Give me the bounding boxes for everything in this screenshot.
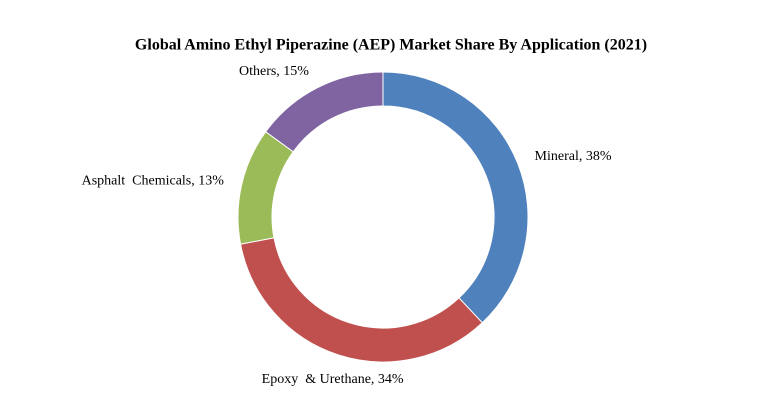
data-label: Mineral, 38% <box>535 149 612 164</box>
donut-slice <box>382 71 529 324</box>
chart-title: Global Amino Ethyl Piperazine (AEP) Mark… <box>135 37 647 54</box>
donut-slice <box>264 71 384 153</box>
donut-slice <box>239 237 483 363</box>
data-label: Epoxy & Urethane, 34% <box>262 372 404 387</box>
data-label: Asphalt Chemicals, 13% <box>82 174 225 189</box>
data-label: Others, 15% <box>239 64 309 79</box>
donut-slice <box>237 131 294 245</box>
